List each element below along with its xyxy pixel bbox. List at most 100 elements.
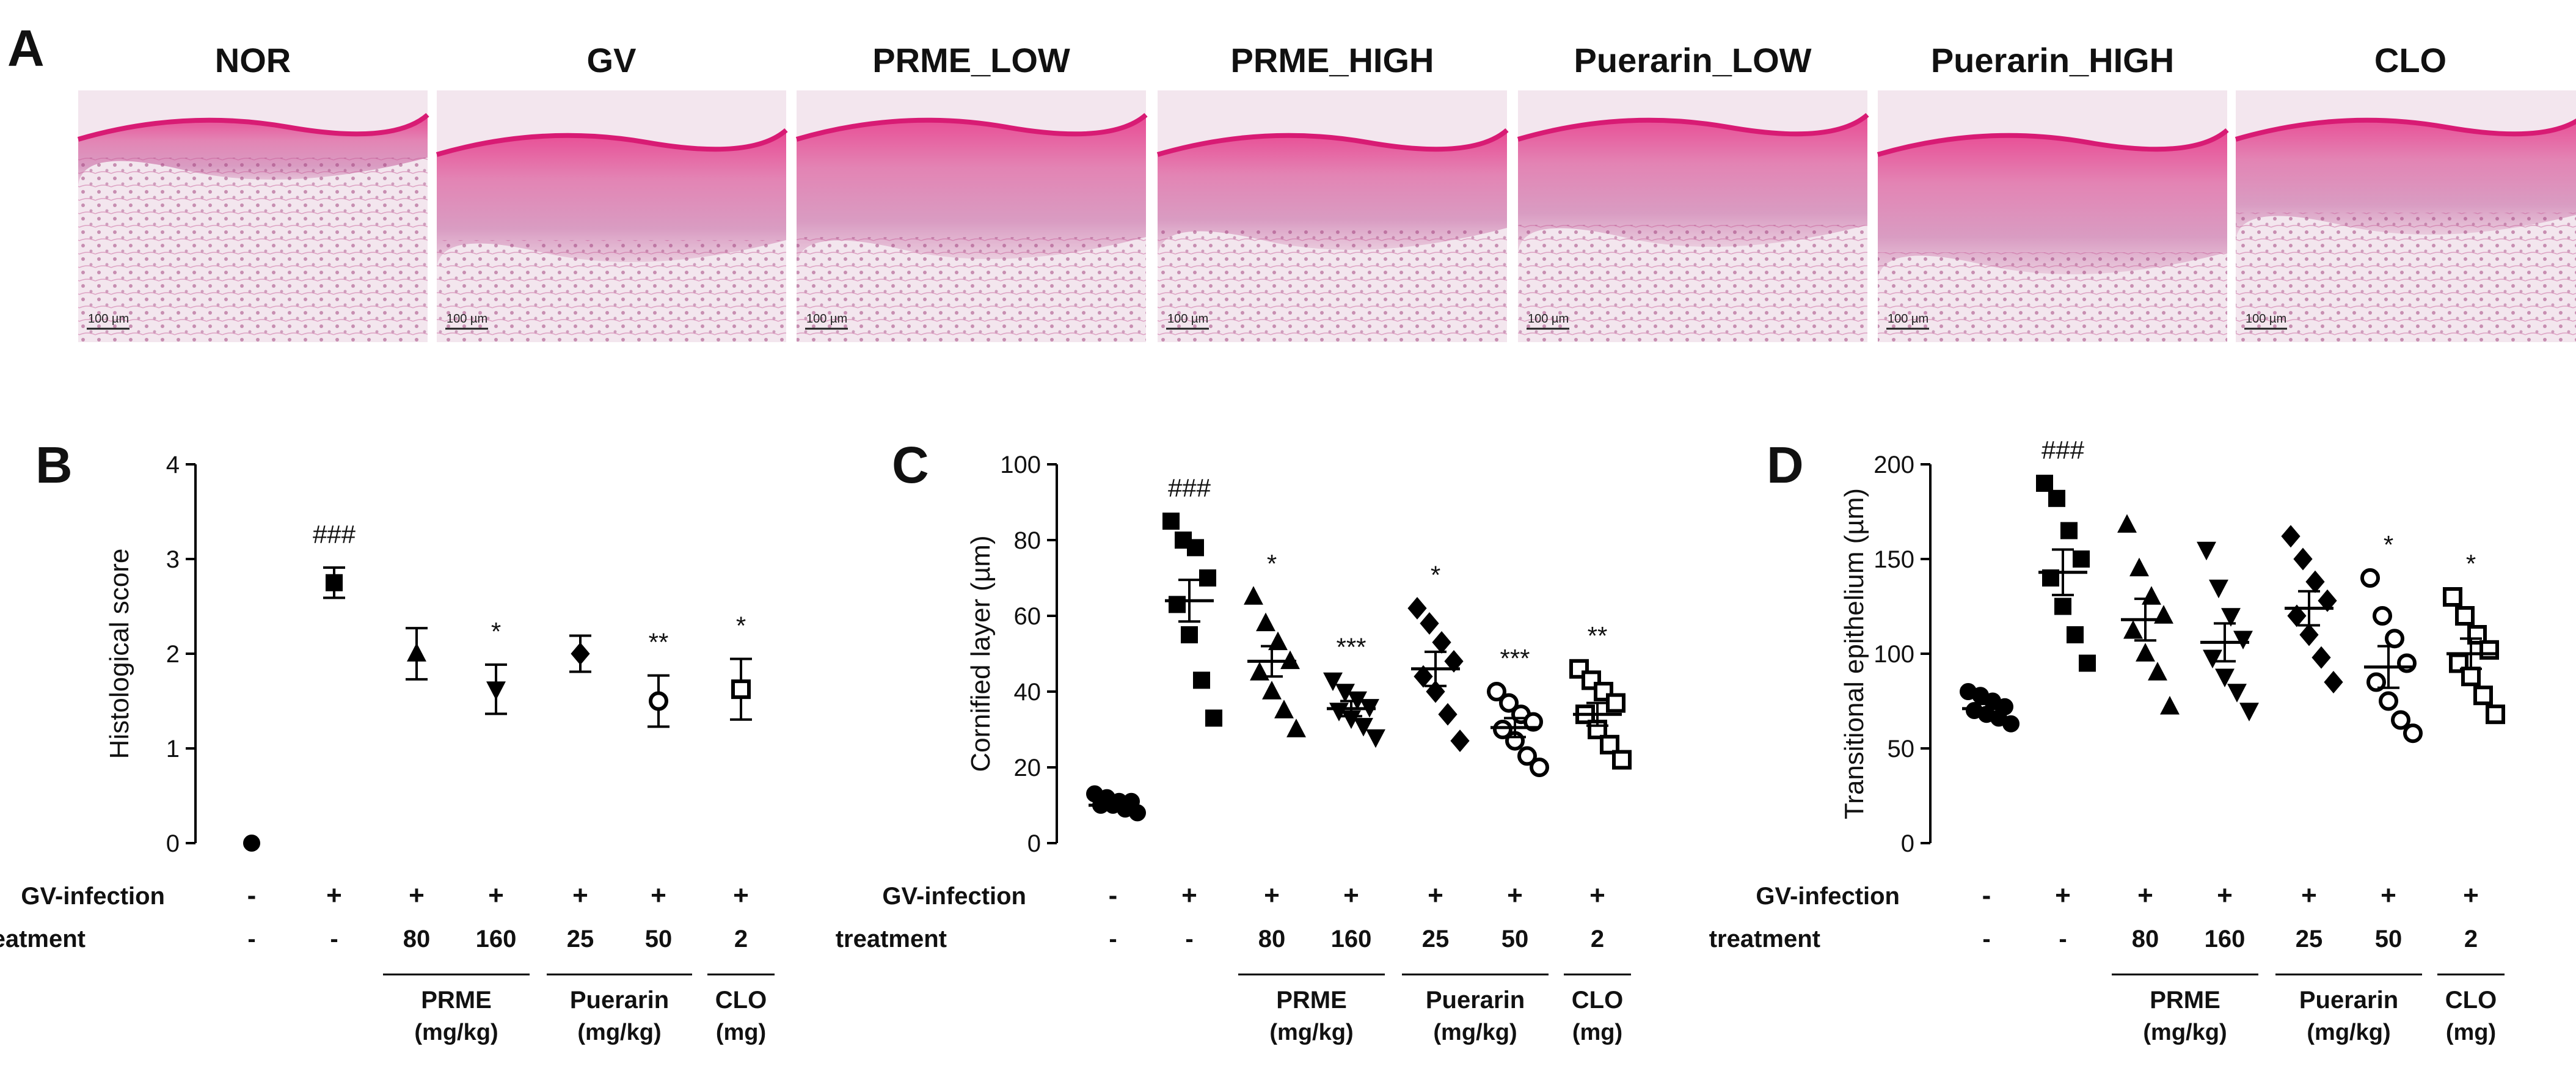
infection-sign: - xyxy=(1982,880,1991,910)
y-tick-label: 40 xyxy=(1014,679,1042,706)
data-point xyxy=(1600,734,1619,755)
data-point xyxy=(1569,659,1589,679)
infection-sign: + xyxy=(2381,880,2396,910)
histology-title: Puerarin_LOW xyxy=(1574,41,1812,79)
data-point xyxy=(2209,579,2228,599)
data-point xyxy=(1181,626,1198,643)
dose-group-name: CLO xyxy=(715,987,767,1014)
infection-sign: + xyxy=(1343,880,1359,910)
panel-letter: C xyxy=(892,436,929,494)
data-point xyxy=(2129,557,2149,577)
dermis-texture xyxy=(1878,252,2227,342)
treatment-dose: - xyxy=(1982,926,1990,952)
data-point xyxy=(2366,672,2386,692)
scale-bar-label: 100 µm xyxy=(1528,312,1569,326)
histology-title: PRME_HIGH xyxy=(1231,41,1434,79)
y-tick-label: 50 xyxy=(1888,736,1915,762)
significance-mark: ** xyxy=(1588,621,1608,650)
dose-group-name: Puerarin xyxy=(2299,987,2398,1014)
group-5 xyxy=(2281,525,2343,693)
histology-title: PRME_LOW xyxy=(872,41,1070,79)
data-point xyxy=(2227,684,2247,703)
dose-group-name: Puerarin xyxy=(570,987,669,1014)
treatment-dose: 80 xyxy=(403,926,431,952)
infection-sign: - xyxy=(247,880,257,910)
data-point xyxy=(571,642,590,665)
data-point xyxy=(407,643,426,662)
significance-mark: * xyxy=(2466,549,2476,578)
data-point xyxy=(1274,700,1294,718)
treatment-dose: - xyxy=(247,926,255,952)
dose-group-name: CLO xyxy=(1572,987,1623,1014)
infection-sign: + xyxy=(2217,880,2233,910)
data-point xyxy=(2215,668,2235,687)
dose-group-unit: (mg/kg) xyxy=(1433,1020,1517,1045)
cornified-edge xyxy=(436,128,788,157)
data-point xyxy=(2136,643,2155,662)
treatment-dose: 160 xyxy=(2205,926,2246,952)
data-point xyxy=(1162,513,1180,530)
group-3: * xyxy=(1244,549,1306,737)
data-point xyxy=(1414,665,1433,688)
dose-group-name: PRME xyxy=(1276,987,1347,1014)
significance-mark: ### xyxy=(313,520,356,549)
group-6: *** xyxy=(1487,644,1549,777)
group-6: * xyxy=(2360,530,2423,744)
data-point xyxy=(1438,703,1458,726)
group-2: ### xyxy=(313,520,356,599)
treatment-dose: 160 xyxy=(476,926,517,952)
y-tick-label: 4 xyxy=(166,451,180,478)
epidermis-layer xyxy=(1878,130,2227,283)
data-point xyxy=(1256,612,1275,632)
row-label-treatment: treatment xyxy=(836,926,947,952)
cornified-edge xyxy=(77,112,429,142)
dermis-texture xyxy=(78,158,428,342)
data-point xyxy=(1407,597,1427,620)
y-tick-label: 100 xyxy=(1874,641,1914,668)
panel-letter: D xyxy=(1767,436,1804,494)
treatment-dose: 50 xyxy=(2375,926,2403,952)
data-point xyxy=(2391,710,2410,730)
data-point xyxy=(1286,718,1306,737)
scale-bar-label: 100 µm xyxy=(2246,312,2286,326)
data-point xyxy=(2123,620,2143,639)
group-1 xyxy=(1086,785,1146,822)
dermis-texture xyxy=(1518,225,1867,342)
infection-sign: + xyxy=(572,880,588,910)
dermis-texture xyxy=(797,237,1146,342)
y-tick-label: 200 xyxy=(1874,451,1914,478)
significance-mark: * xyxy=(736,612,746,640)
epidermis-layer xyxy=(797,115,1146,268)
data-point xyxy=(2117,514,2137,533)
group-5: * xyxy=(1407,561,1470,753)
significance-mark: ** xyxy=(649,628,669,657)
histology-title: GV xyxy=(587,41,637,79)
treatment-dose: 80 xyxy=(1258,926,1286,952)
infection-sign: + xyxy=(651,880,666,910)
group-1 xyxy=(1960,683,2020,733)
data-point xyxy=(2079,654,2096,672)
treatment-dose: 25 xyxy=(1422,926,1450,952)
histology-title: CLO xyxy=(2374,41,2446,79)
infection-sign: + xyxy=(2137,880,2153,910)
data-point xyxy=(1187,539,1204,557)
cornified-edge xyxy=(1877,128,2229,157)
data-point xyxy=(1612,750,1632,770)
data-point xyxy=(1366,729,1385,748)
group-5 xyxy=(569,634,591,673)
data-point xyxy=(2002,715,2020,733)
treatment-dose: 2 xyxy=(2464,926,2478,952)
group-3 xyxy=(2117,514,2180,715)
data-point xyxy=(2054,598,2071,615)
row-label-infection: GV-infection xyxy=(1756,883,1900,910)
data-point xyxy=(2397,653,2417,673)
treatment-dose: 2 xyxy=(734,926,748,952)
data-point xyxy=(1444,649,1464,673)
treatment-dose: - xyxy=(1185,926,1193,952)
treatment-dose: 25 xyxy=(2296,926,2323,952)
dermis-texture xyxy=(1158,228,1507,342)
data-point xyxy=(1354,718,1373,737)
